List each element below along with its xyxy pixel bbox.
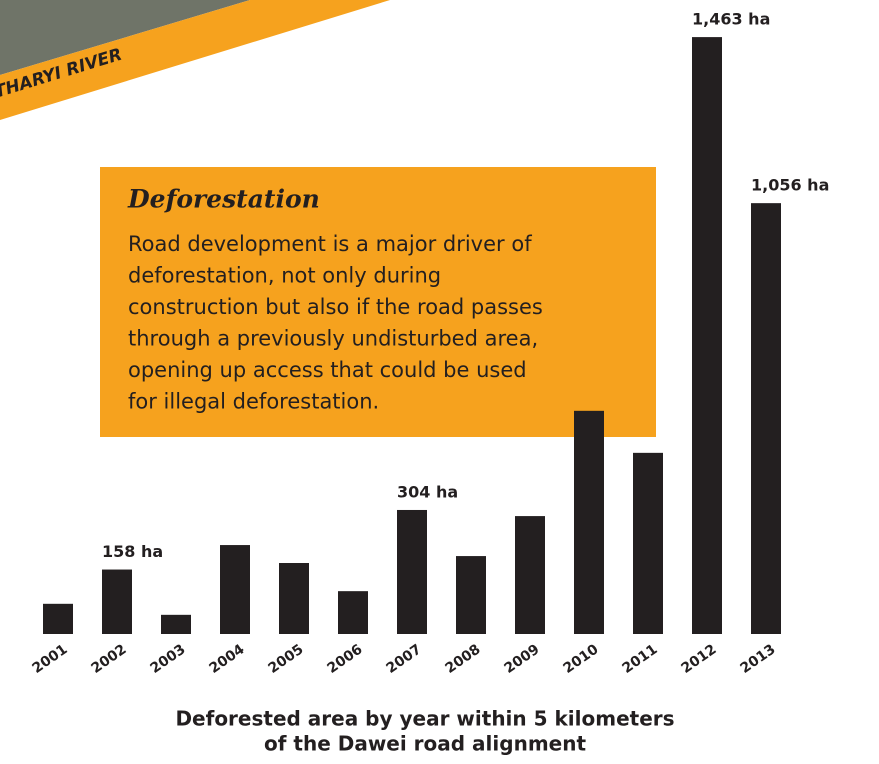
x-tick-label: 2002 <box>88 641 129 676</box>
x-tick-label: 2004 <box>206 641 247 677</box>
x-tick-label: 2001 <box>29 641 70 676</box>
bar <box>43 603 73 634</box>
bar <box>574 410 604 634</box>
bar <box>456 556 486 634</box>
bar <box>751 203 781 635</box>
x-tick-label: 2013 <box>737 641 778 676</box>
value-label: 1,463 ha <box>692 10 770 29</box>
value-label: 304 ha <box>397 482 458 501</box>
annotation-title: Deforestation <box>127 185 320 214</box>
annotation-line: through a previously undisturbed area, <box>128 327 538 351</box>
x-tick-label: 2006 <box>324 641 365 676</box>
x-tick-label: 2003 <box>147 641 188 676</box>
x-tick-label: 2009 <box>501 641 542 676</box>
x-tick-label: 2012 <box>678 641 719 676</box>
annotation-line: Road development is a major driver of <box>128 232 532 256</box>
x-tick-label: 2007 <box>383 641 424 676</box>
annotation-line: opening up access that could be used <box>128 358 527 382</box>
annotation-line: for illegal deforestation. <box>128 390 379 414</box>
bar <box>161 614 191 634</box>
caption: of the Dawei road alignment <box>264 732 586 756</box>
x-tick-label: 2010 <box>560 641 601 677</box>
bar <box>397 509 427 634</box>
value-label: 1,056 ha <box>751 176 829 195</box>
bar <box>633 452 663 634</box>
annotation-body: Road development is a major driver of def… <box>128 232 543 414</box>
annotation-line: deforestation, not only during <box>128 264 441 288</box>
annotation-line: construction but also if the road passes <box>128 295 543 319</box>
bar <box>279 563 309 634</box>
caption: Deforested area by year within 5 kilomet… <box>175 707 674 731</box>
annotation-box <box>100 167 656 437</box>
value-label: 158 ha <box>102 542 163 561</box>
bar <box>102 569 132 634</box>
x-tick-label: 2008 <box>442 641 483 676</box>
x-tick-label: 2011 <box>619 641 660 676</box>
bar <box>515 516 545 634</box>
bar <box>338 591 368 634</box>
river-band <box>0 0 390 120</box>
bar <box>220 545 250 634</box>
x-tick-label: 2005 <box>265 641 306 676</box>
bar <box>692 37 722 634</box>
